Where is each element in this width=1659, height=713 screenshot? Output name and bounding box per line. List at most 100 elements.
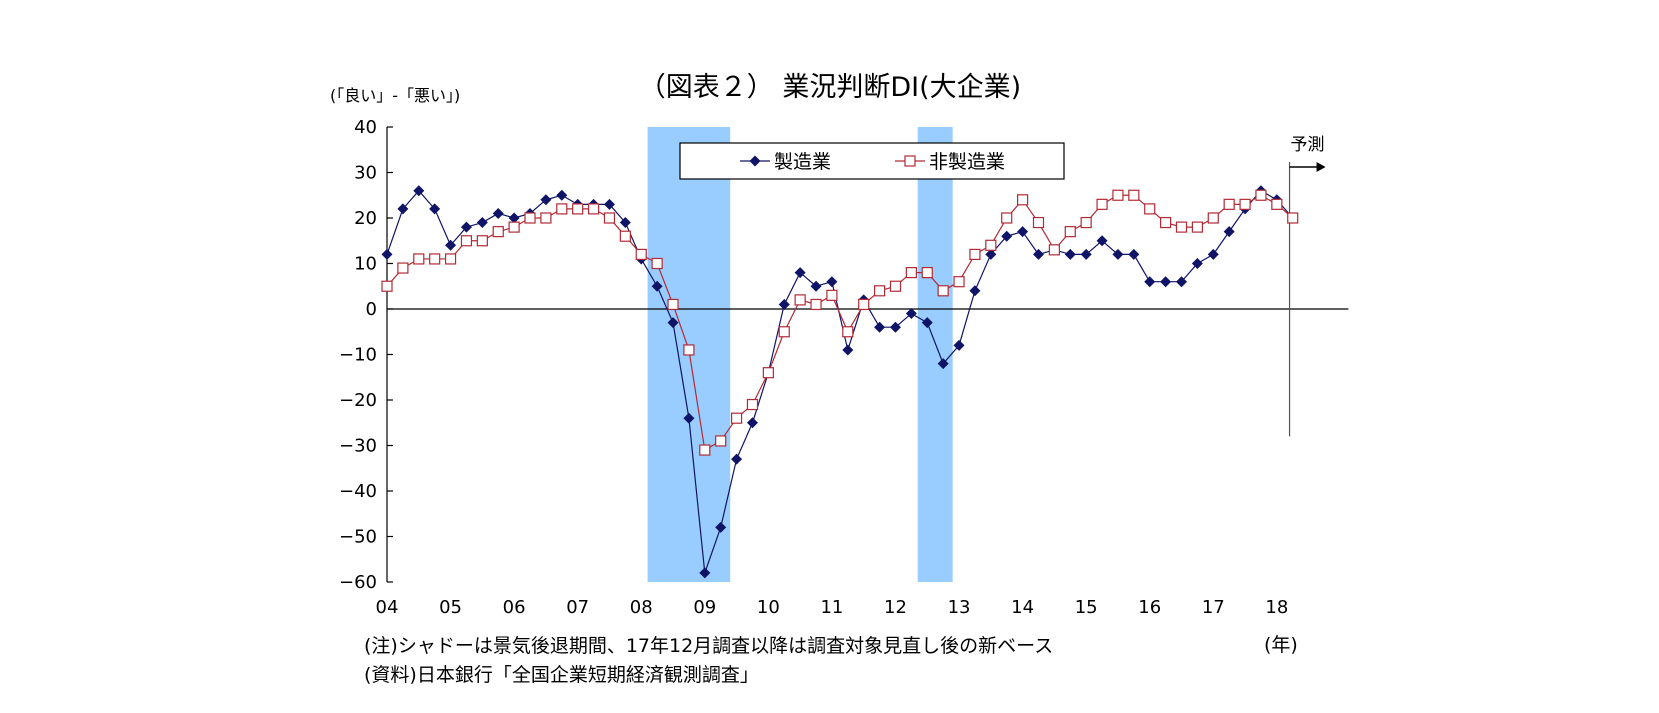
x-tick-label: 05 <box>439 597 462 618</box>
axes <box>386 127 1349 582</box>
data-point <box>397 203 409 215</box>
data-point <box>460 235 473 247</box>
x-tick-label: 14 <box>1011 597 1034 618</box>
data-point <box>858 298 870 311</box>
data-point <box>1207 212 1219 224</box>
data-point <box>460 221 472 233</box>
data-point <box>476 217 488 229</box>
data-point <box>778 298 790 310</box>
data-point <box>1144 276 1156 288</box>
data-point <box>651 257 663 270</box>
data-point <box>1287 212 1299 224</box>
data-point <box>397 262 409 274</box>
data-point <box>1096 235 1108 247</box>
legend-marker-manufacturing <box>749 155 761 167</box>
data-point <box>731 453 743 465</box>
data-point <box>1255 189 1267 201</box>
series-line <box>386 194 1294 452</box>
data-point <box>953 276 965 288</box>
data-point <box>921 267 933 279</box>
data-point <box>683 344 695 356</box>
note-shading: (注)シャドーは景気後退期間、17年12月調査以降は調査対象見直し後の新ベース <box>364 635 1053 657</box>
data-point <box>715 521 727 533</box>
data-point <box>937 358 949 370</box>
data-point <box>937 285 949 297</box>
data-point <box>969 248 981 260</box>
x-tick-label: 18 <box>1265 597 1288 618</box>
data-point <box>381 280 393 292</box>
data-point <box>810 298 822 311</box>
data-point <box>556 189 568 201</box>
data-point <box>1191 221 1203 233</box>
forecast-label: 予測 <box>1291 135 1325 155</box>
data-point <box>1144 203 1156 215</box>
data-point <box>1048 244 1060 256</box>
y-tick-label: 20 <box>354 208 377 229</box>
legend-label-manufacturing: 製造業 <box>774 151 831 173</box>
data-point <box>842 344 854 356</box>
data-point <box>889 321 901 333</box>
x-tick-label: 07 <box>566 597 589 618</box>
data-point <box>953 339 965 351</box>
series-non-manufacturing <box>381 189 1299 456</box>
data-point <box>413 253 425 265</box>
y-tick-label: −50 <box>339 527 377 548</box>
shaded-period-1 <box>917 127 953 582</box>
data-point <box>1191 258 1203 269</box>
data-point <box>508 221 520 233</box>
data-point <box>794 267 806 279</box>
data-point <box>540 194 552 206</box>
data-point <box>794 294 806 306</box>
data-point <box>810 280 822 292</box>
data-point <box>381 248 393 260</box>
legend-marker-non-manufacturing <box>904 155 916 167</box>
y-tick-label: −30 <box>339 436 377 457</box>
legend: 製造業 非製造業 <box>679 142 1065 180</box>
y-tick-label: 40 <box>354 117 377 138</box>
data-point <box>556 203 568 215</box>
data-point <box>762 367 774 379</box>
data-point <box>921 317 933 329</box>
data-point <box>667 317 679 329</box>
x-tick-label: 16 <box>1138 597 1161 618</box>
data-point <box>1032 248 1044 260</box>
data-point <box>1080 216 1092 229</box>
data-point <box>985 248 997 260</box>
data-point <box>985 239 997 251</box>
data-point <box>730 412 743 424</box>
data-point <box>1160 216 1172 229</box>
data-point <box>699 444 711 456</box>
series-manufacturing <box>381 185 1299 579</box>
data-point <box>746 398 759 411</box>
chart-title: （図表２） 業況判断DI(大企業) <box>639 72 1021 103</box>
x-tick-label: 17 <box>1202 597 1225 618</box>
data-point <box>476 235 488 247</box>
data-point <box>1064 226 1076 238</box>
data-point <box>1223 198 1235 210</box>
data-point <box>603 198 615 210</box>
data-point <box>1207 248 1219 260</box>
data-point <box>683 412 695 424</box>
series-line <box>386 189 1294 574</box>
data-point <box>1001 212 1013 224</box>
note-source: (資料)日本銀行「全国企業短期経済観測調査」 <box>364 664 759 686</box>
x-tick-label: 06 <box>503 597 526 618</box>
data-point <box>444 253 457 265</box>
x-tick-label: 10 <box>757 597 780 618</box>
data-point <box>1016 194 1029 206</box>
y-tick-label: 30 <box>354 163 377 184</box>
data-point <box>746 417 758 429</box>
data-point <box>667 298 679 311</box>
data-point <box>715 435 727 447</box>
y-tick-label: 0 <box>366 299 377 320</box>
y-tick-label: −40 <box>339 481 377 502</box>
data-point <box>905 308 917 320</box>
data-point <box>1032 216 1045 229</box>
data-point <box>1112 189 1124 201</box>
recession-shading <box>647 127 953 582</box>
data-point <box>1080 248 1092 260</box>
data-point <box>1271 198 1283 210</box>
data-point <box>1001 230 1013 242</box>
series <box>381 185 1299 579</box>
data-point <box>874 321 886 333</box>
